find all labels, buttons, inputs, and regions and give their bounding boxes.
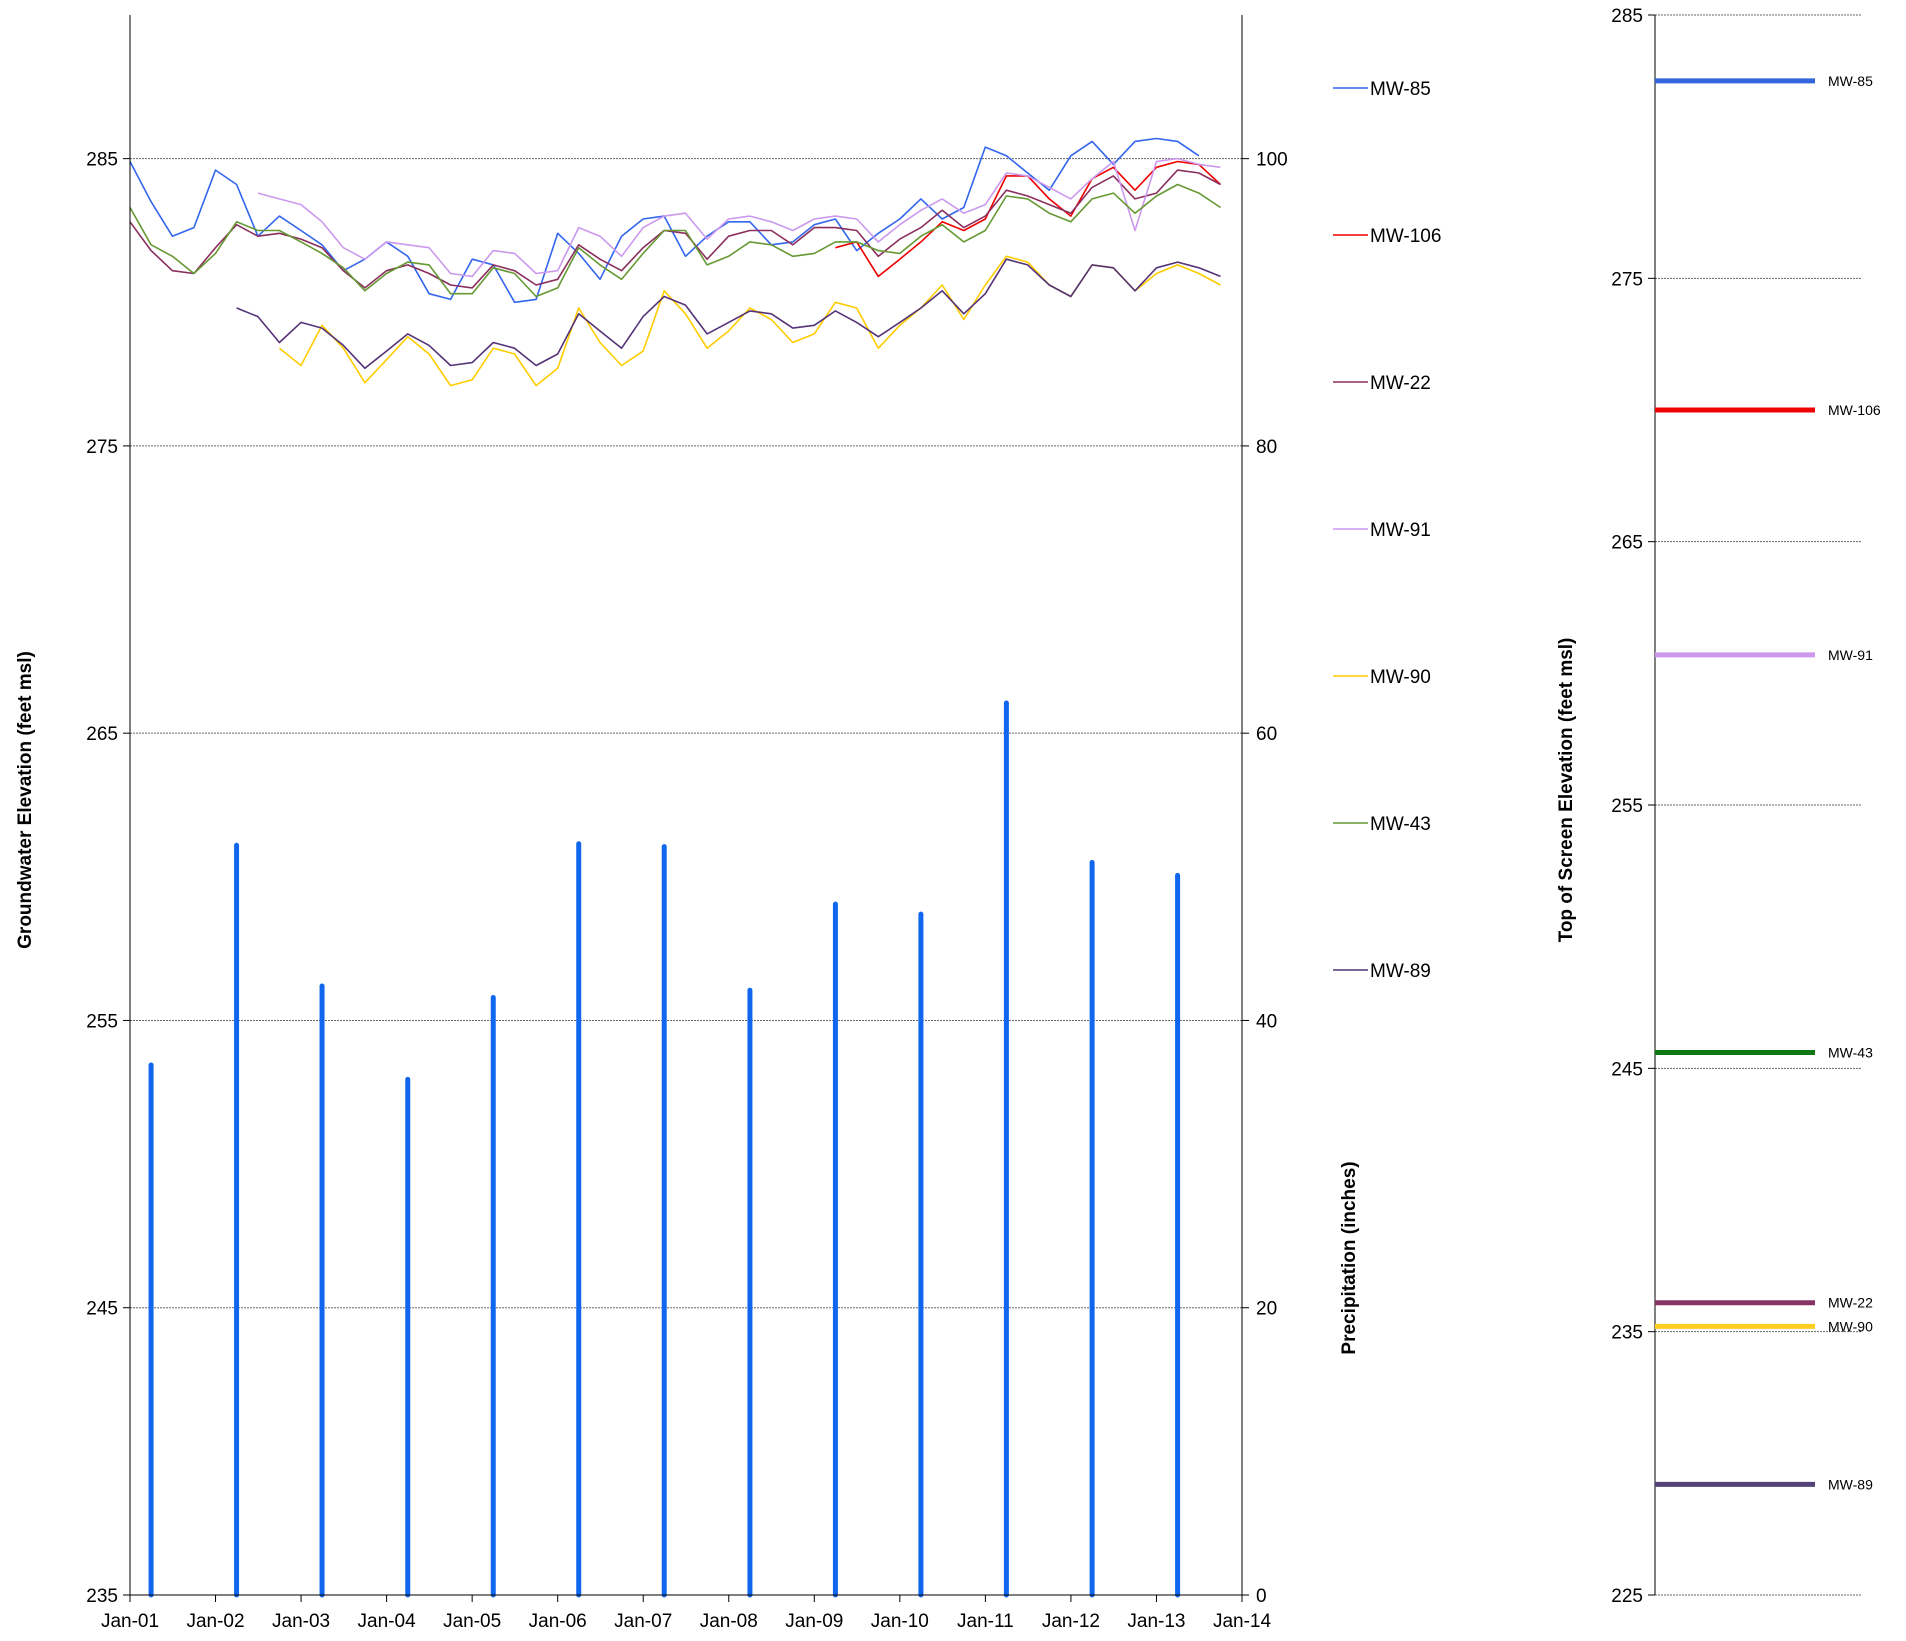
- y2-tick-label-100: 100: [1256, 150, 1288, 171]
- legend-label-mw-106: MW-106: [1370, 226, 1441, 247]
- y-tick-label-235: 235: [86, 1586, 118, 1607]
- y-tick-label-255: 255: [86, 1011, 118, 1032]
- y-axis-title: Groundwater Elevation (feet msl): [15, 651, 36, 949]
- y2-tick-label-80: 80: [1256, 437, 1277, 458]
- x-tick-label-jan-09: Jan-09: [785, 1611, 843, 1632]
- screen-y-tick-label-275: 275: [1611, 269, 1643, 290]
- series-line-mw-106: [835, 160, 1222, 278]
- series-line-mw-43: [129, 183, 1221, 298]
- x-tick-label-jan-08: Jan-08: [700, 1611, 758, 1632]
- y2-tick-label-60: 60: [1256, 724, 1277, 745]
- x-tick-label-jan-12: Jan-12: [1042, 1611, 1100, 1632]
- main-chart-axes: 235 245 255 265 275 285 0 20 40 60 80 100 Jan-01 Jan-…: [15, 15, 1360, 1632]
- screen-label-mw-89: MW-89: [1828, 1476, 1873, 1492]
- x-tick-label-jan-10: Jan-10: [871, 1611, 929, 1632]
- y2-tick-label-20: 20: [1256, 1299, 1277, 1320]
- series-line-mw-85: [129, 137, 1200, 304]
- x-tick-label-jan-13: Jan-13: [1127, 1611, 1185, 1632]
- x-tick-label-jan-05: Jan-05: [443, 1611, 501, 1632]
- legend-label-mw-89: MW-89: [1370, 961, 1431, 982]
- x-tick-label-jan-06: Jan-06: [529, 1611, 587, 1632]
- screen-label-mw-85: MW-85: [1828, 73, 1873, 89]
- x-tick-label-jan-03: Jan-03: [272, 1611, 330, 1632]
- screen-label-mw-90: MW-90: [1828, 1318, 1873, 1334]
- legend-label-mw-91: MW-91: [1370, 520, 1431, 541]
- x-tick-label-jan-04: Jan-04: [358, 1611, 417, 1632]
- screen-label-mw-91: MW-91: [1828, 647, 1873, 663]
- x-tick-label-jan-14: Jan-14: [1213, 1611, 1272, 1632]
- series-line-mw-91: [257, 157, 1221, 278]
- x-tick-label-jan-01: Jan-01: [101, 1611, 159, 1632]
- y2-tick-label-0: 0: [1256, 1586, 1267, 1607]
- screen-label-mw-43: MW-43: [1828, 1045, 1873, 1061]
- legend-label-mw-43: MW-43: [1370, 814, 1431, 835]
- screen-label-mw-22: MW-22: [1828, 1295, 1873, 1311]
- x-tick-label-jan-11: Jan-11: [957, 1611, 1014, 1632]
- screen-y-tick-label-235: 235: [1611, 1323, 1643, 1344]
- y-tick-label-265: 265: [86, 724, 118, 745]
- legend-label-mw-85: MW-85: [1370, 79, 1431, 100]
- x-tick-label-jan-07: Jan-07: [614, 1611, 672, 1632]
- x-tick-label-jan-02: Jan-02: [186, 1611, 244, 1632]
- y-tick-label-245: 245: [86, 1299, 118, 1320]
- series-line-mw-89: [236, 258, 1221, 370]
- y-tick-label-285: 285: [86, 150, 118, 171]
- screen-elevation-chart: 225 235 245 255 265 275 285 MW-85 MW-106 MW-91 MW-…: [1556, 6, 1881, 1607]
- y-tick-label-275: 275: [86, 437, 118, 458]
- legend-label-mw-22: MW-22: [1370, 373, 1431, 394]
- y2-axis-title: Precipitation (inches): [1339, 1161, 1360, 1354]
- screen-y-tick-label-265: 265: [1611, 533, 1643, 554]
- precipitation-bars: [148, 700, 1181, 1598]
- series-line-mw-22: [129, 169, 1221, 289]
- screen-y-tick-label-285: 285: [1611, 6, 1643, 27]
- legend-label-mw-90: MW-90: [1370, 667, 1431, 688]
- screen-label-mw-106: MW-106: [1828, 402, 1881, 418]
- main-chart-legend: MW-85 MW-106 MW-22 MW-91 MW-90 MW-43 MW-89: [1333, 79, 1441, 982]
- screen-y-tick-label-245: 245: [1611, 1059, 1643, 1080]
- series-line-mw-90: [278, 255, 1221, 387]
- screen-y-tick-label-255: 255: [1611, 796, 1643, 817]
- screen-y-axis-title: Top of Screen Elevation (feet msl): [1556, 638, 1577, 943]
- screen-y-tick-label-225: 225: [1611, 1586, 1643, 1607]
- y2-tick-label-40: 40: [1256, 1011, 1277, 1032]
- groundwater-series: [129, 137, 1222, 387]
- main-chart-gridlines: [130, 158, 1242, 1309]
